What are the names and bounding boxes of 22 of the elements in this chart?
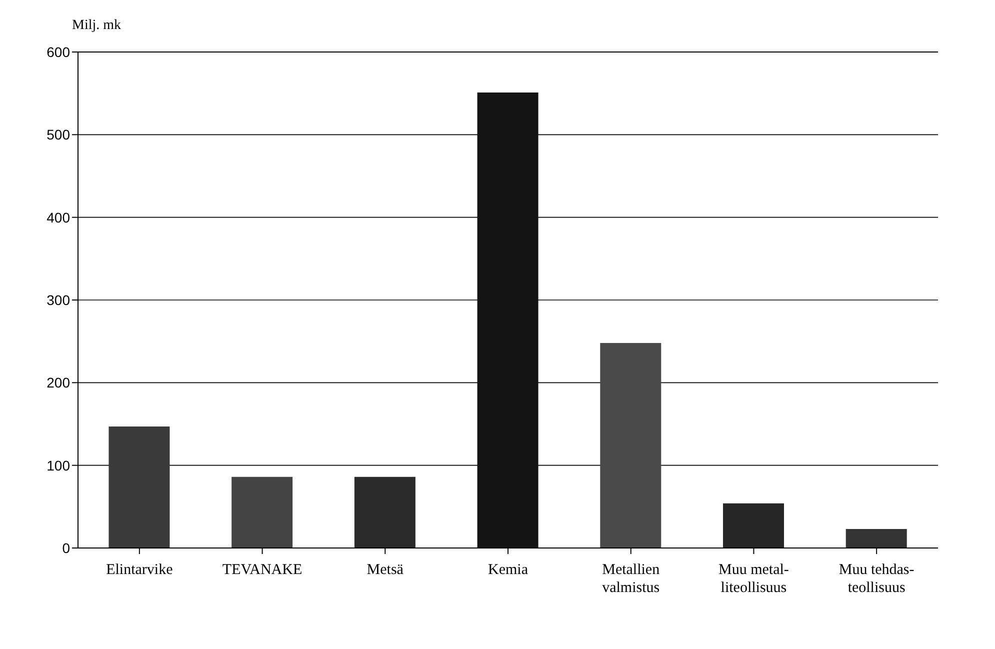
bar: [108, 426, 170, 548]
x-tick-label: Muu metal- liteollisuus: [718, 562, 789, 596]
bar: [600, 342, 662, 548]
bar: [846, 528, 907, 548]
y-tick-label: 600: [46, 44, 70, 60]
x-tick-label: Kemia: [488, 562, 528, 578]
bar: [232, 476, 293, 548]
y-tick-label: 100: [46, 457, 70, 474]
y-tick-label: 200: [46, 374, 70, 391]
x-tick-label: Metallien valmistus: [602, 562, 660, 596]
y-tick-label: 0: [62, 540, 70, 556]
bar: [354, 476, 416, 548]
y-tick-label: 500: [46, 126, 70, 143]
y-tick-label: 300: [46, 292, 70, 308]
x-tick-label: TEVANAKE: [222, 562, 302, 578]
x-tick-label: Muu tehdas- teollisuus: [838, 562, 914, 596]
x-tick-label: Metsä: [366, 562, 404, 578]
bar: [723, 503, 784, 548]
x-tick-label: Elintarvike: [106, 562, 174, 578]
y-axis-title: Milj. mk: [72, 18, 122, 34]
y-tick-label: 400: [46, 209, 70, 226]
bar: [477, 92, 538, 548]
